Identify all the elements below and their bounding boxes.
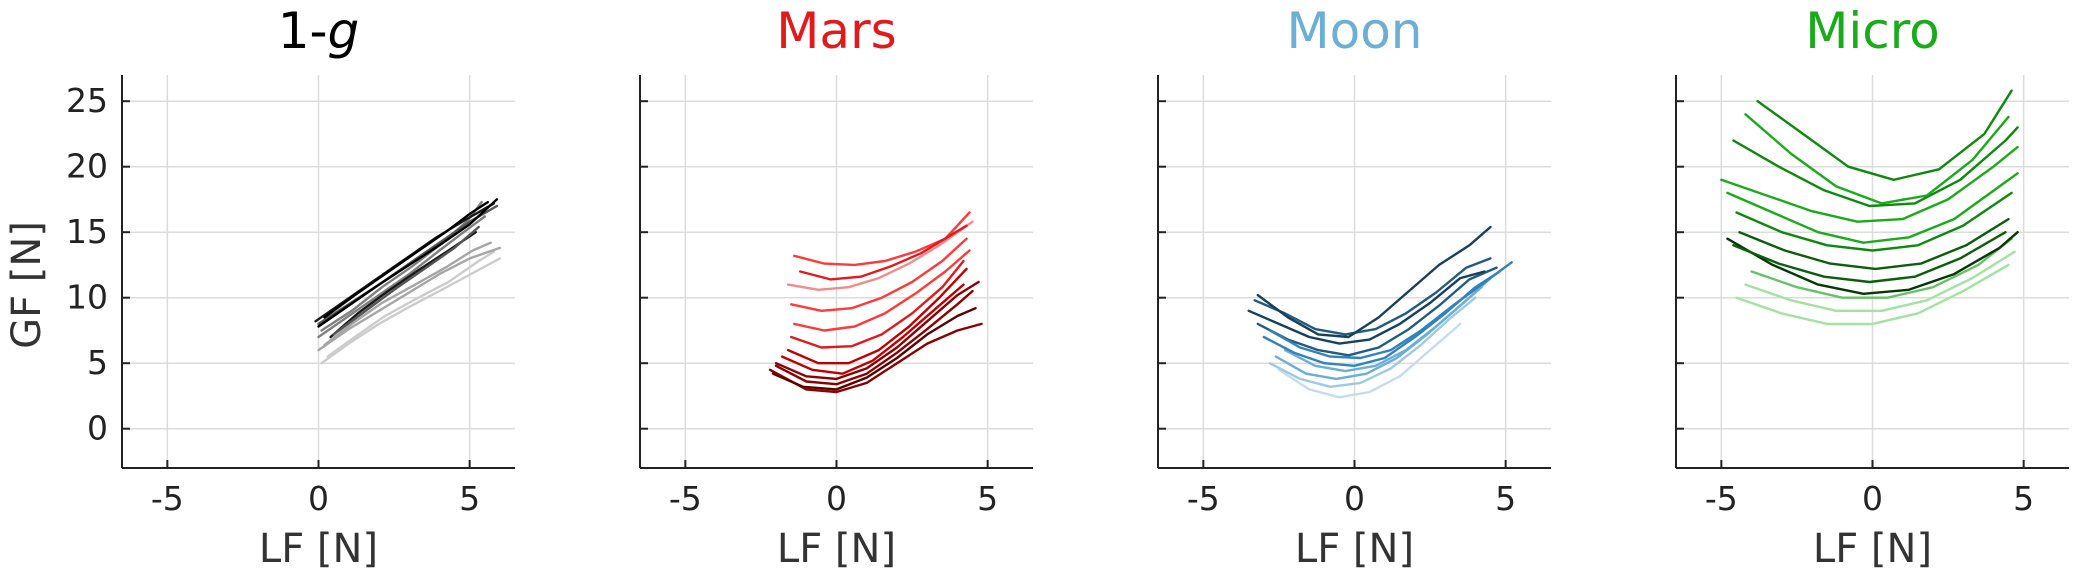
series-line (1726, 172, 2019, 244)
x-axis-label: LF [N] (1295, 526, 1414, 572)
x-tick-label: -5 (669, 479, 702, 518)
series-line (799, 224, 968, 281)
x-tick-label: -5 (1187, 479, 1220, 518)
x-axis-label: LF [N] (1813, 526, 1932, 572)
series-line (790, 259, 965, 349)
series-group (1247, 225, 1513, 399)
series-line (1253, 257, 1492, 336)
series-line (768, 322, 983, 394)
series-line (329, 231, 477, 339)
panel-1: -5 0 5 LF [N] Mars (639, 2, 1033, 572)
y-tick-label: 25 (66, 81, 108, 120)
y-tick-label: 15 (66, 212, 108, 251)
series-line (320, 200, 483, 332)
panel-title: Moon (1286, 2, 1422, 60)
x-tick-label: -5 (151, 479, 184, 518)
series-line (774, 280, 980, 381)
series-line (1735, 263, 2010, 326)
series-line (786, 220, 974, 291)
series-line (793, 249, 971, 332)
y-tick-label: 0 (87, 409, 108, 448)
series-line (317, 198, 499, 328)
x-tick-label: -5 (1705, 479, 1738, 518)
series-line (1732, 231, 2007, 284)
series-line (1256, 266, 1498, 357)
panel-title: 1-g (278, 2, 360, 60)
y-tick-label: 5 (87, 343, 108, 382)
x-tick-label: 5 (459, 479, 480, 518)
series-line (1744, 113, 2010, 205)
x-axis-label: LF [N] (259, 526, 378, 572)
series-group (314, 198, 502, 365)
series-line (780, 283, 965, 375)
panel-title: Micro (1805, 2, 1940, 60)
x-tick-label: 0 (308, 479, 329, 518)
y-tick-label: 20 (66, 147, 108, 186)
series-line (1756, 89, 2013, 181)
x-axis-label: LF [N] (777, 526, 896, 572)
series-line (790, 237, 968, 312)
series-group (768, 211, 983, 394)
panel-2: -5 0 5 LF [N] Moon (1157, 2, 1551, 572)
series-line (1750, 237, 2013, 299)
x-tick-label: 5 (1495, 479, 1516, 518)
x-tick-label: 5 (977, 479, 998, 518)
series-line (1732, 126, 2019, 208)
panel-0: 0 5 10 15 20 25 -5 0 5 LF [N] 1-g (66, 2, 515, 572)
series-line (1268, 261, 1513, 360)
x-tick-label: 0 (1344, 479, 1365, 518)
series-line (1277, 322, 1462, 399)
y-axis-label: GF [N] (4, 221, 50, 349)
panel-title: Mars (776, 2, 896, 60)
series-line (771, 307, 977, 391)
series-line (332, 225, 480, 336)
series-line (1738, 217, 2010, 271)
y-tick-label: 10 (66, 278, 108, 317)
series-line (1744, 250, 2016, 312)
series-line (786, 267, 968, 365)
x-tick-label: 0 (1862, 479, 1883, 518)
series-line (1720, 145, 2019, 223)
series-line (1726, 231, 2019, 295)
series-line (1247, 270, 1486, 345)
x-tick-label: 5 (2013, 479, 2034, 518)
series-line (323, 241, 492, 347)
series-line (317, 215, 486, 339)
x-tick-label: 0 (826, 479, 847, 518)
panel-3: -5 0 5 LF [N] Micro (1675, 2, 2069, 572)
series-line (1735, 191, 2013, 252)
series-line (1283, 276, 1492, 373)
series-line (317, 246, 502, 352)
series-group (1720, 89, 2019, 326)
series-line (774, 289, 974, 386)
series-line (1256, 225, 1492, 339)
series-line (323, 200, 489, 319)
series-line (326, 250, 495, 358)
series-line (320, 257, 502, 365)
series-line (1268, 296, 1477, 388)
